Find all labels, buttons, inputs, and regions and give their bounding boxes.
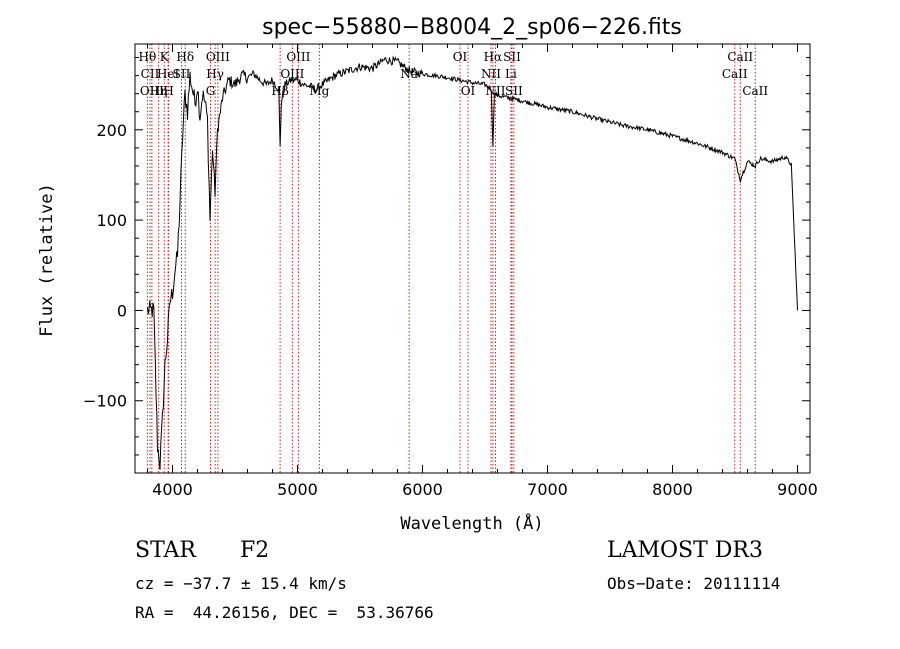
spectral-line-label: Hβ xyxy=(271,84,288,98)
redshift-cz: cz = −37.7 ± 15.4 km/s xyxy=(135,574,347,593)
spectral-line-label: Hη xyxy=(150,84,168,98)
y-tick-label: −100 xyxy=(83,392,127,411)
y-tick-label: 100 xyxy=(96,211,127,230)
object-class: STAR xyxy=(135,538,196,563)
spectral-line-label: SII xyxy=(173,67,191,81)
spectral-line-label: G xyxy=(206,84,216,98)
spectrum-series xyxy=(147,55,798,470)
axis-ticks: 4000 5000 6000 7000 8000 9000 −100 0 100 200 xyxy=(83,44,818,499)
x-axis-label: Wavelength (Å) xyxy=(400,512,543,534)
spectral-line-label: SII xyxy=(505,84,523,98)
x-tick-label: 6000 xyxy=(402,480,443,499)
observation-date: Obs−Date: 20111114 xyxy=(607,574,781,593)
survey-label: LAMOST DR3 xyxy=(607,538,763,563)
spectral-line-label: NII xyxy=(481,67,501,81)
spectral-line-label: H xyxy=(163,84,173,98)
spectral-line-label: K xyxy=(160,50,170,64)
spectral-line-label: Mg xyxy=(309,84,329,98)
spectral-line-label: Hγ xyxy=(206,67,224,81)
spectral-line-label: OIII xyxy=(140,84,164,98)
spectral-line-label: CaII xyxy=(722,67,748,81)
emission-line-labels: HθCIIOIIIHηKHeIHSIIHδGHγOIIIHβOIIIOIIIMg… xyxy=(139,50,769,98)
x-tick-label: 9000 xyxy=(777,480,818,499)
spectral-line-label: OIII xyxy=(286,50,310,64)
emission-line-markers xyxy=(146,44,756,473)
x-tick-label: 4000 xyxy=(152,480,193,499)
spectral-line-label: Li xyxy=(505,67,517,81)
spectral-line-label: Hθ xyxy=(139,50,157,64)
spectral-line-label: Hα xyxy=(484,50,503,64)
spectral-line-label: OI xyxy=(461,84,476,98)
spectral-line-label: OI xyxy=(453,50,468,64)
spectral-line-label: OIII xyxy=(280,67,304,81)
spectral-line-label: Na xyxy=(400,67,418,81)
spectral-line-label: CaII xyxy=(727,50,753,64)
spectral-line-label: HeI xyxy=(157,67,180,81)
x-tick-label: 8000 xyxy=(652,480,693,499)
object-subclass: F2 xyxy=(240,538,270,563)
x-tick-label: 5000 xyxy=(277,480,318,499)
y-tick-label: 200 xyxy=(96,121,127,140)
coordinates: RA = 44.26156, DEC = 53.36766 xyxy=(135,603,434,622)
spectral-line-label: CII xyxy=(141,67,160,81)
y-tick-label: 0 xyxy=(117,301,127,320)
x-tick-label: 7000 xyxy=(527,480,568,499)
plot-frame xyxy=(134,43,811,474)
spectral-line-label: Hδ xyxy=(176,50,194,64)
chart-title: spec−55880−B8004_2_sp06−226.fits xyxy=(262,15,682,40)
spectral-line-label: CaII xyxy=(742,84,768,98)
spectral-line-label: NII xyxy=(486,84,506,98)
y-axis-label: Flux (relative) xyxy=(37,183,57,337)
spectral-line-label: OIII xyxy=(206,50,230,64)
spectral-line-label: SII xyxy=(503,50,521,64)
spectrum-line xyxy=(147,55,798,470)
